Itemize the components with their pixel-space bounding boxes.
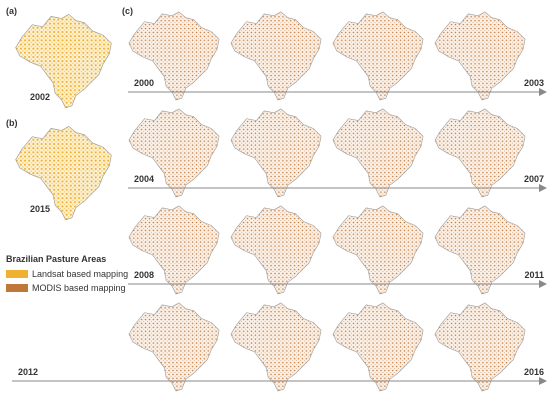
- legend-label: Landsat based mapping: [32, 269, 128, 279]
- row-end-year: 2016: [524, 367, 544, 377]
- brazil-map: [434, 205, 526, 295]
- panel-year: 2002: [30, 92, 50, 102]
- brazil-map: [332, 205, 424, 295]
- legend-label: MODIS based mapping: [32, 283, 126, 293]
- row-start-year: 2004: [134, 174, 154, 184]
- panel-year: 2015: [30, 204, 50, 214]
- legend-title: Brazilian Pasture Areas: [6, 254, 106, 264]
- panel-label: (c): [122, 6, 133, 16]
- brazil-map: [332, 302, 424, 392]
- row-start-year: 2012: [18, 367, 38, 377]
- brazil-map: [332, 108, 424, 198]
- brazil-map: [434, 302, 526, 392]
- panel-label: (b): [6, 118, 18, 128]
- brazil-map: [230, 302, 322, 392]
- row-start-year: 2000: [134, 78, 154, 88]
- panel-label: (a): [6, 6, 17, 16]
- brazil-map: [230, 205, 322, 295]
- row-end-year: 2003: [524, 78, 544, 88]
- brazil-map: [332, 11, 424, 101]
- brazil-map: [230, 108, 322, 198]
- brazil-map: [230, 11, 322, 101]
- row-end-year: 2007: [524, 174, 544, 184]
- brazil-map: [128, 205, 220, 295]
- brazil-map: [434, 108, 526, 198]
- row-start-year: 2008: [134, 270, 154, 280]
- legend-swatch: [6, 270, 28, 278]
- row-end-year: 2011: [524, 270, 544, 280]
- legend-swatch: [6, 284, 28, 292]
- brazil-map: [434, 11, 526, 101]
- brazil-map: [128, 302, 220, 392]
